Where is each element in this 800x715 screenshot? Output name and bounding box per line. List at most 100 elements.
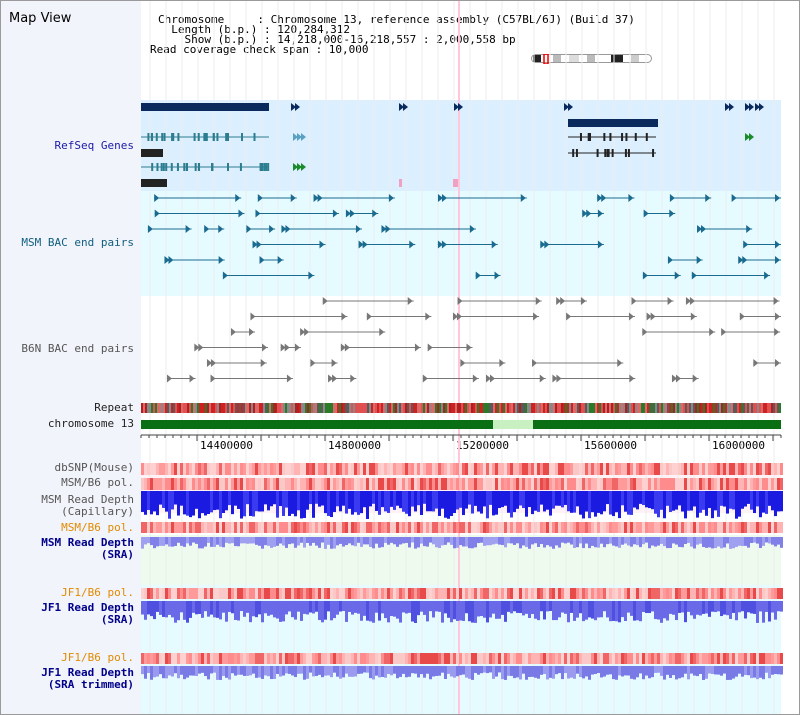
repeat-segment xyxy=(681,403,683,413)
depth-bar xyxy=(165,491,168,512)
track-label-jf1-depth-trim[interactable]: JF1 Read Depth (SRA trimmed) xyxy=(41,666,134,691)
heat-cell xyxy=(252,588,255,599)
heat-cell xyxy=(558,588,561,599)
track-label-b6n-bac[interactable]: B6N BAC end pairs xyxy=(21,342,134,355)
strand-arrow xyxy=(259,256,265,264)
depth-bar xyxy=(561,666,564,680)
track-label-jf1-b6-pol-2[interactable]: JF1/B6 pol. xyxy=(61,651,134,664)
heat-cell xyxy=(522,522,525,533)
repeat-segment xyxy=(367,403,369,413)
track-label-chromosome[interactable]: chromosome 13 xyxy=(47,417,134,430)
track-label-msm-b6-pol-2[interactable]: MSM/B6 pol. xyxy=(61,521,134,534)
heat-cell xyxy=(660,522,663,533)
heat-cell xyxy=(666,478,669,490)
depth-bar xyxy=(168,491,171,519)
track-label-dbsnp[interactable]: dbSNP(Mouse) xyxy=(54,461,134,474)
heat-cell xyxy=(519,478,522,490)
depth-bar xyxy=(279,491,282,507)
heat-cell xyxy=(546,653,549,664)
depth-bar xyxy=(252,491,255,517)
heat-cell xyxy=(312,463,315,475)
depth-bar xyxy=(564,666,567,674)
repeat-segment xyxy=(575,403,577,413)
heat-cell xyxy=(420,653,423,664)
track-label-msm-depth-cap[interactable]: MSM Read Depth (Capillary) xyxy=(41,493,134,518)
depth-bar xyxy=(603,666,606,677)
depth-bar xyxy=(495,601,498,619)
depth-bar xyxy=(726,666,729,680)
heat-cell xyxy=(504,653,507,664)
strand-arrow xyxy=(650,312,656,321)
depth-bar xyxy=(204,537,207,547)
depth-bar xyxy=(738,491,741,517)
heat-cell xyxy=(405,653,408,664)
track-label-jf1-b6-pol-1[interactable]: JF1/B6 pol. xyxy=(61,586,134,599)
depth-bar xyxy=(405,491,408,514)
depth-bar xyxy=(159,537,162,546)
heat-cell xyxy=(708,478,711,490)
heat-cell xyxy=(585,463,588,475)
strand-arrow xyxy=(667,256,673,264)
depth-bar xyxy=(717,491,720,517)
depth-bar xyxy=(771,666,774,675)
track-label-msm-b6-pol-1[interactable]: MSM/B6 pol. xyxy=(61,476,134,489)
heat-cell xyxy=(426,588,429,599)
strand-arrow xyxy=(669,194,675,202)
track-label-msm-bac[interactable]: MSM BAC end pairs xyxy=(21,236,134,249)
depth-bar xyxy=(600,601,603,618)
depth-bar xyxy=(561,537,564,543)
heat-cell xyxy=(768,463,771,475)
heat-cell xyxy=(228,588,231,599)
depth-bar xyxy=(762,601,765,623)
heat-cell xyxy=(588,478,591,490)
heat-cell xyxy=(753,588,756,599)
heat-cell xyxy=(687,463,690,475)
heat-cell xyxy=(168,522,171,533)
track-label-repeat[interactable]: Repeat xyxy=(94,401,134,414)
gene-exon xyxy=(227,133,230,141)
depth-bar xyxy=(168,666,171,676)
depth-bar xyxy=(312,537,315,543)
heat-cell xyxy=(276,478,279,490)
heat-cell xyxy=(717,463,720,475)
heat-cell xyxy=(165,478,168,490)
depth-bar xyxy=(366,601,369,621)
heat-cell xyxy=(363,478,366,490)
depth-bar xyxy=(360,491,363,514)
strand-arrow xyxy=(685,297,691,305)
repeat-segment xyxy=(329,403,331,413)
repeat-segment xyxy=(429,403,431,413)
depth-bar xyxy=(495,666,498,677)
depth-bar xyxy=(249,537,252,544)
heat-cell xyxy=(360,522,363,533)
depth-bar xyxy=(615,601,618,622)
track-label-refseq[interactable]: RefSeq Genes xyxy=(54,139,134,152)
heat-cell xyxy=(378,463,381,475)
repeat-segment xyxy=(725,403,727,413)
depth-bar xyxy=(687,601,690,612)
chromosome-ideogram[interactable] xyxy=(531,54,653,64)
heat-cell xyxy=(531,478,534,490)
heat-cell xyxy=(747,588,750,599)
heat-cell xyxy=(390,478,393,490)
repeat-segment xyxy=(571,403,573,413)
track-label-msm-depth-sra[interactable]: MSM Read Depth (SRA) xyxy=(41,536,134,561)
heat-cell xyxy=(324,653,327,664)
strand-arrow xyxy=(533,312,539,321)
repeat-segment xyxy=(573,403,575,413)
heat-cell xyxy=(753,522,756,533)
depth-bar xyxy=(450,601,453,623)
strand-arrow xyxy=(475,271,481,280)
heat-cell xyxy=(171,478,174,490)
heat-cell xyxy=(618,653,621,664)
depth-bar xyxy=(264,491,267,505)
gene-exon xyxy=(261,163,264,171)
strand-arrow xyxy=(308,271,314,280)
depth-bar xyxy=(507,537,510,544)
track-label-jf1-depth-sra[interactable]: JF1 Read Depth (SRA) xyxy=(41,601,134,626)
heat-cell xyxy=(720,653,723,664)
gene-exon xyxy=(239,163,242,171)
strand-arrow xyxy=(206,359,212,367)
heat-cell xyxy=(234,522,237,533)
